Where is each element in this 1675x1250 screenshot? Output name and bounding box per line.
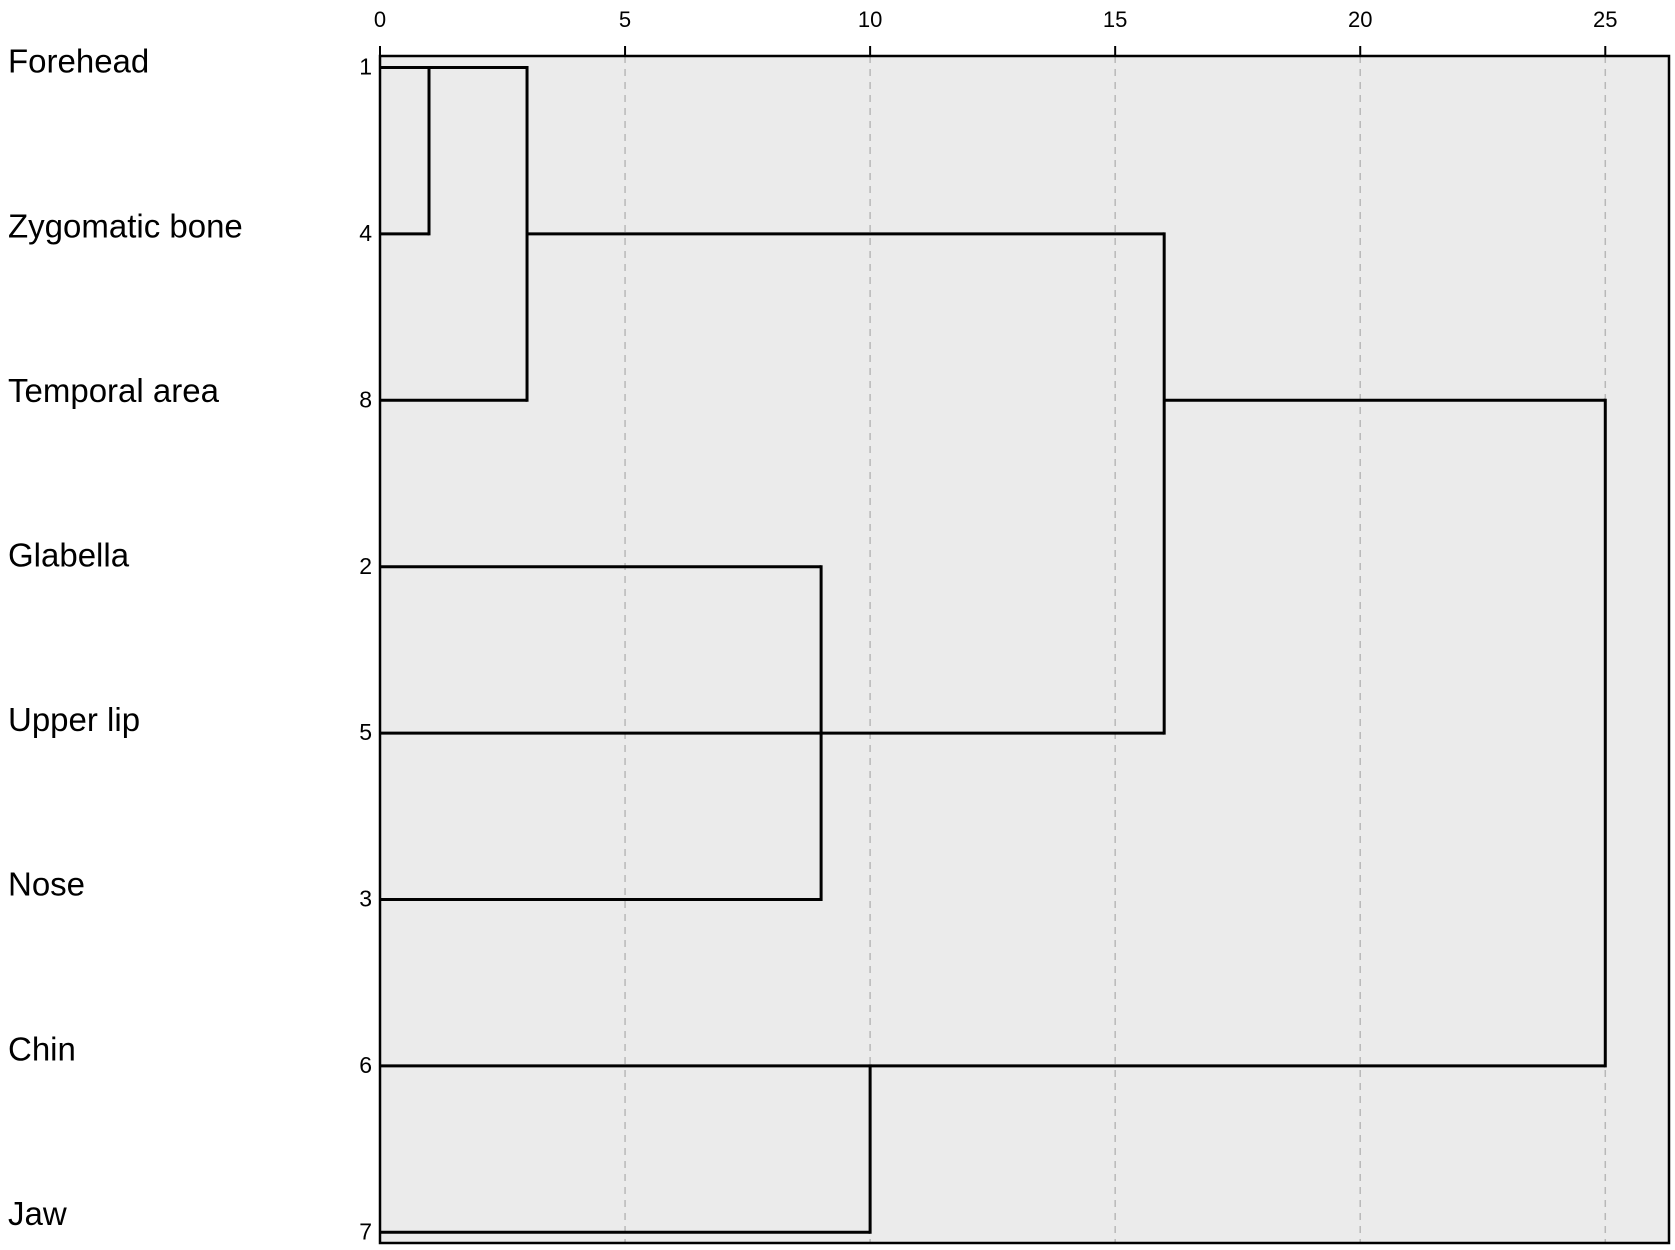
x-tick-label: 0 [374, 7, 386, 32]
leaf-label: Upper lip [8, 701, 140, 738]
plot-background [380, 56, 1669, 1243]
x-tick-label: 15 [1103, 7, 1127, 32]
x-tick-label: 20 [1348, 7, 1372, 32]
leaf-label: Nose [8, 866, 85, 903]
leaf-label: Jaw [8, 1195, 67, 1232]
leaf-id: 1 [359, 54, 372, 80]
x-tick-label: 5 [619, 7, 631, 32]
leaf-id: 8 [359, 386, 372, 412]
leaf-label: Glabella [8, 537, 130, 574]
leaf-id: 6 [359, 1052, 372, 1078]
leaf-label: Chin [8, 1030, 76, 1067]
leaf-id: 2 [359, 553, 372, 579]
leaf-id: 7 [359, 1218, 372, 1244]
x-tick-label: 10 [858, 7, 882, 32]
leaf-label: Forehead [8, 43, 149, 80]
leaf-id: 5 [359, 719, 372, 745]
leaf-label: Temporal area [8, 372, 220, 409]
leaf-label: Zygomatic bone [8, 207, 243, 244]
plot-border [378, 54, 1671, 1245]
x-tick-label: 25 [1593, 7, 1617, 32]
leaf-id: 3 [359, 886, 372, 912]
leaf-id: 4 [359, 220, 372, 246]
